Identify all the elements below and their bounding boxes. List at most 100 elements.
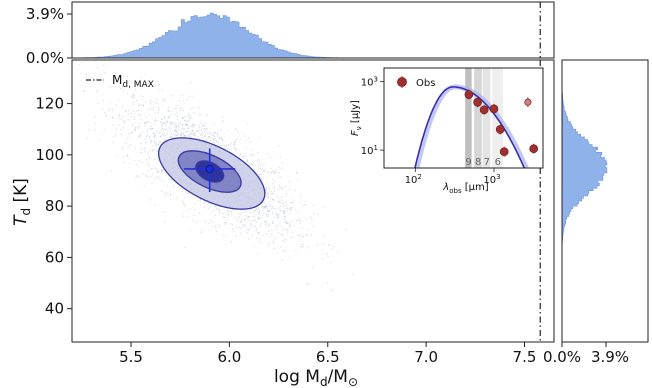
sample-point (221, 121, 223, 123)
sample-point (263, 163, 265, 166)
sample-point (216, 134, 219, 136)
sample-point (284, 215, 286, 217)
sample-point (163, 99, 165, 101)
x-tick-label: 7.5 (513, 348, 537, 366)
sample-point (221, 139, 224, 141)
sample-point (290, 209, 292, 211)
sample-point (284, 219, 286, 221)
sample-point (200, 202, 202, 204)
sample-point (136, 99, 138, 101)
sample-point (288, 180, 290, 183)
sample-point (255, 165, 257, 167)
sample-point (163, 100, 166, 102)
sample-point (83, 90, 85, 92)
sample-point (160, 118, 162, 120)
sample-point (245, 215, 247, 217)
sample-point (126, 154, 128, 156)
sample-point (160, 123, 162, 125)
sample-point (153, 132, 155, 134)
sample-point (271, 220, 273, 222)
sample-point (132, 94, 135, 96)
sample-point (214, 135, 216, 138)
sample-point (284, 217, 286, 219)
sample-point (204, 129, 206, 131)
sample-point (272, 183, 274, 185)
sample-point (188, 96, 190, 98)
sample-point (167, 185, 169, 187)
sample-point (200, 229, 203, 231)
sample-point (257, 152, 259, 154)
sample-point (141, 147, 143, 149)
sample-point (204, 136, 206, 138)
sample-point (148, 169, 150, 172)
sample-point (310, 216, 312, 218)
sample-point (146, 151, 148, 153)
sample-point (118, 117, 120, 119)
model-curve (414, 86, 526, 168)
sample-point (162, 134, 164, 136)
sample-point (161, 128, 164, 130)
sample-point (201, 136, 203, 139)
sample-point (158, 88, 160, 90)
sample-point (132, 103, 135, 105)
sample-point (181, 133, 183, 135)
sample-point (195, 137, 197, 139)
sample-point (165, 124, 167, 126)
sample-point (316, 244, 318, 246)
sample-point (263, 234, 265, 236)
sample-point (153, 107, 155, 109)
sample-point (183, 116, 186, 118)
sample-point (289, 222, 291, 224)
sample-point (290, 236, 293, 238)
sample-point (258, 163, 260, 165)
sample-point (330, 262, 332, 264)
sample-point (170, 127, 172, 129)
sample-point (269, 201, 271, 203)
sample-point (202, 139, 204, 141)
sample-point (161, 124, 163, 126)
sample-point (150, 128, 152, 130)
sample-point (176, 125, 178, 127)
sample-point (264, 220, 266, 222)
sample-point (174, 113, 177, 115)
sample-point (253, 219, 255, 221)
right-xtick-label: 3.9% (591, 348, 629, 366)
sample-point (283, 250, 285, 252)
sample-point (156, 159, 158, 161)
sample-point (225, 234, 227, 236)
sample-point (103, 128, 105, 130)
sample-point (147, 129, 149, 131)
sample-point (245, 211, 247, 213)
sample-point (313, 213, 315, 215)
sample-point (214, 214, 216, 216)
sample-point (150, 142, 152, 144)
sample-point (185, 124, 187, 126)
y-tick-label: 100 (35, 146, 64, 164)
sample-point (280, 210, 282, 212)
sample-point (188, 114, 190, 117)
sample-point (200, 231, 202, 234)
sample-point (257, 166, 259, 168)
sample-point (240, 221, 242, 223)
sample-point (155, 119, 157, 122)
inset-x-tick-label: 103 (483, 173, 500, 186)
sample-point (174, 130, 176, 132)
sample-point (163, 211, 165, 213)
sample-point (183, 100, 185, 102)
sample-point (289, 213, 291, 215)
sample-point (158, 108, 160, 110)
inset-frame (383, 67, 544, 169)
sample-point (187, 127, 189, 129)
sample-point (181, 127, 183, 129)
sample-point (258, 210, 261, 212)
sample-point (217, 135, 219, 137)
sample-point (130, 144, 132, 146)
sample-point (250, 225, 252, 227)
sample-point (212, 138, 214, 140)
sample-point (258, 159, 260, 161)
obs-point (489, 104, 499, 114)
sample-point (284, 216, 286, 218)
sample-point (221, 234, 224, 236)
sample-point (258, 174, 260, 176)
sample-point (242, 155, 244, 157)
